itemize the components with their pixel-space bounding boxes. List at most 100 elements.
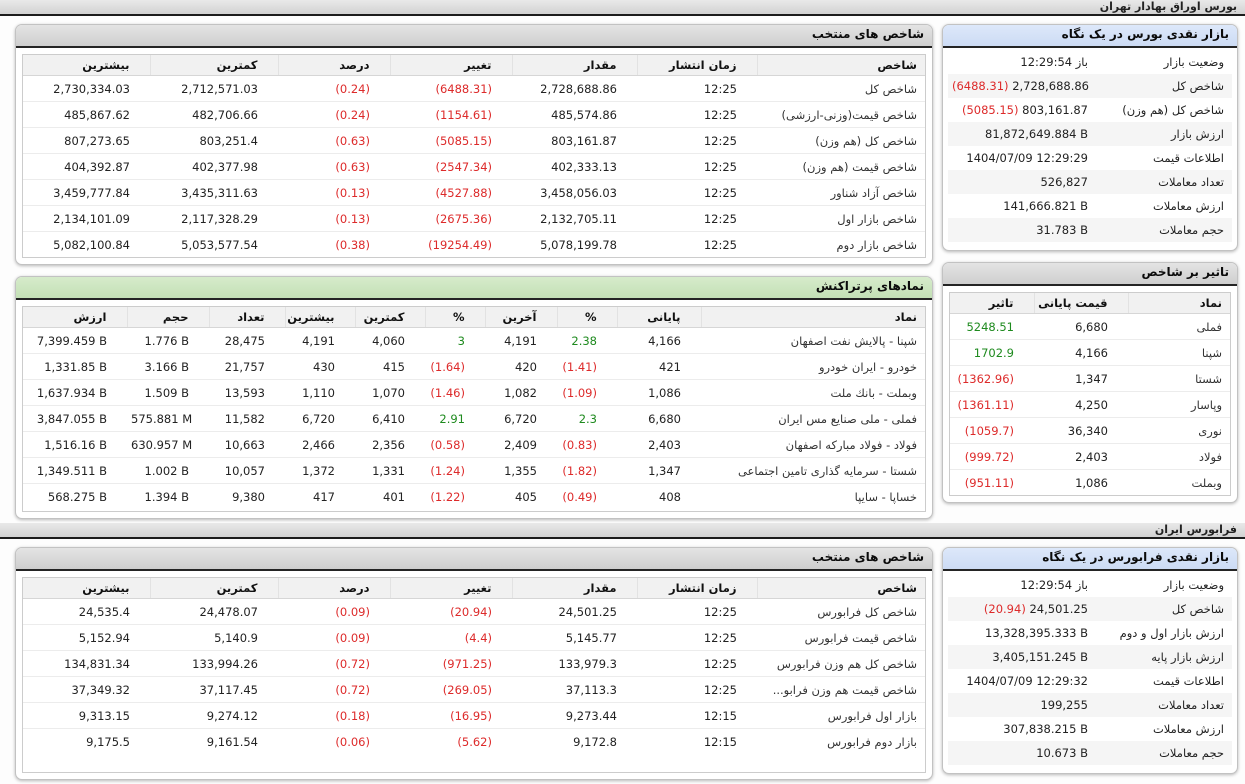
change-value: (20.94) bbox=[983, 602, 1030, 616]
summary-row: 10.673 B حجم معاملات bbox=[948, 741, 1232, 765]
table-row[interactable]: فولاد 2,403 (999.72) bbox=[950, 443, 1230, 470]
summary-value: 526,827 bbox=[948, 170, 1094, 194]
bourse-top-traded-table: نماد پایانی % آخرین % کمترین بیشترین تعد… bbox=[23, 307, 925, 509]
table-row[interactable]: بازار دوم فرابورس 12:15 9,172.8 (5.62) (0.06… bbox=[23, 728, 925, 754]
value-cell: 1,355 bbox=[485, 457, 557, 484]
table-row[interactable]: شاخص کل هم وزن فرابورس 12:25 133,979.3 (971… bbox=[23, 650, 925, 677]
value-cell: 12:25 bbox=[637, 624, 757, 651]
row-label-cell: شاخص آزاد شناور bbox=[757, 179, 925, 206]
column-header: زمان انتشار bbox=[636, 55, 757, 76]
summary-value: (5085.15) 803,161.87 bbox=[948, 98, 1094, 122]
value-cell: 9,175.5 bbox=[23, 728, 150, 754]
table-row[interactable]: شستا 1,347 (1362.96) bbox=[950, 365, 1230, 392]
summary-row: 13,328,395.333 B ارزش بازار اول و دوم bbox=[948, 621, 1232, 645]
value-cell: 485,574.86 bbox=[512, 101, 637, 128]
value-cell: 9,380 bbox=[209, 483, 285, 509]
table-row[interactable]: شاخص بازار دوم 12:25 5,078,199.78 (19254.49… bbox=[23, 231, 925, 257]
value-cell: 28,475 bbox=[224, 333, 265, 348]
value-cell: 12:25 bbox=[637, 676, 757, 703]
summary-value: 199,255 bbox=[948, 693, 1094, 717]
index-impact-table: نماد قیمت پایانی تاثیر فملی 6,680 5248.51 ش… bbox=[950, 293, 1230, 495]
table-row[interactable]: شستا - سرمایه گذاری تامین اجتماعی 1,347 (1… bbox=[23, 457, 925, 484]
farabourse-left-column: شاخص های منتخب شاخص زمان انتشار مقدار تغ… bbox=[15, 547, 933, 780]
value-cell: 6,720 bbox=[285, 405, 355, 432]
value-cell: 430 bbox=[285, 353, 355, 380]
table-row[interactable]: شپنا - پالایش نفت اصفهان 4,166 2.38 4,191 3 4… bbox=[23, 328, 925, 354]
summary-row: (20.94) 24,501.25 شاخص کل bbox=[948, 597, 1232, 621]
table-row[interactable]: شاخص آزاد شناور 12:25 3,458,056.03 (4527.88… bbox=[23, 179, 925, 206]
value-cell: 2,403 bbox=[617, 431, 701, 458]
table-row[interactable]: فولاد - فولاد مباركه اصفهان 2,403 (0.83) 2,… bbox=[23, 431, 925, 458]
value-cell: (971.25) bbox=[390, 650, 512, 677]
table-row[interactable]: شاخص کل (هم وزن) 12:25 803,161.87 (5085.15)… bbox=[23, 127, 925, 154]
summary-label: حجم معاملات bbox=[1159, 746, 1224, 760]
table-row[interactable]: خساپا - سایپا 408 (0.49) 405 (1.22) 401 417 9,3… bbox=[23, 483, 925, 509]
table-row[interactable]: شاخص قیمت هم وزن فرابو... 12:25 37,113.3 (2… bbox=[23, 676, 925, 703]
value-cell: 7,399.459 B bbox=[36, 333, 107, 348]
table-row[interactable]: نوری 36,340 (1059.7) bbox=[950, 417, 1230, 444]
value-cell: 6,720 bbox=[485, 405, 557, 432]
row-label-cell: فملی bbox=[1196, 319, 1222, 334]
table-row[interactable]: شاخص بازار اول 12:25 2,132,705.11 (2675.36)… bbox=[23, 205, 925, 232]
summary-list: باز 12:29:54 وضعیت بازار (6488.31) 2,728,6… bbox=[943, 48, 1237, 250]
bourse-content: شاخص های منتخب شاخص زمان انتشار مقدار تغ… bbox=[0, 16, 1245, 523]
value-cell: (0.24) bbox=[335, 81, 370, 96]
table-container: نماد قیمت پایانی تاثیر فملی 6,680 5248.51 ش… bbox=[949, 292, 1231, 496]
table-row[interactable]: شاخص کل 12:25 2,728,688.86 (6488.31) (0.24) 2… bbox=[23, 76, 925, 102]
main-value: 141,666.821 B bbox=[1003, 199, 1088, 213]
value-cell: (1.41) bbox=[557, 353, 617, 380]
table-row[interactable]: بازار اول فرابورس 12:15 9,273.44 (16.95) (0.… bbox=[23, 702, 925, 729]
table-row[interactable]: خودرو - ایران خودرو 421 (1.41) 420 (1.64) 415… bbox=[23, 353, 925, 380]
table-row[interactable]: شاخص قیمت فرابورس 12:25 5,145.77 (4.4) (0.09… bbox=[23, 624, 925, 651]
value-cell: (0.72) bbox=[278, 650, 390, 677]
table-row[interactable]: شپنا 4,166 1702.9 bbox=[950, 339, 1230, 366]
row-label-cell: فملی - ملی صنایع مس ایران bbox=[701, 405, 925, 432]
value-cell: (0.24) bbox=[278, 101, 390, 128]
bourse-section-header: بورس اوراق بهادار تهران bbox=[0, 0, 1245, 16]
bourse-selected-indices-table: شاخص زمان انتشار مقدار تغییر درصد کمترین… bbox=[23, 55, 925, 257]
row-label-cell: فولاد bbox=[1128, 443, 1230, 470]
value-cell: 1,331 bbox=[355, 457, 425, 484]
row-label-cell: شاخص قیمت (هم وزن) bbox=[757, 153, 925, 180]
value-cell: 12:25 bbox=[637, 650, 757, 677]
value-cell: 2,134,101.09 bbox=[23, 205, 150, 232]
row-label-cell: وپاسار bbox=[1128, 391, 1230, 418]
table-row[interactable]: وبملت - بانك ملت 1,086 (1.09) 1,082 (1.46) 1,… bbox=[23, 379, 925, 406]
value-cell: (16.95) bbox=[390, 702, 512, 729]
value-cell: 5,140.9 bbox=[150, 624, 278, 651]
column-header: تاثیر bbox=[950, 293, 1034, 314]
value-cell: 415 bbox=[355, 353, 425, 380]
table-row[interactable]: شاخص قیمت(وزنی-ارزشی) 12:25 485,574.86 (115… bbox=[23, 101, 925, 128]
value-cell: 2.38 bbox=[571, 333, 597, 348]
value-cell: 803,161.87 bbox=[512, 127, 637, 154]
summary-label: ارزش معاملات bbox=[1152, 722, 1224, 736]
row-label-cell: بازار اول فرابورس bbox=[757, 702, 925, 729]
value-cell: 3.166 B bbox=[127, 353, 209, 380]
value-cell: 402,377.98 bbox=[150, 153, 278, 180]
summary-row: 1404/07/09 12:29:29 اطلاعات قیمت bbox=[948, 146, 1232, 170]
table-row[interactable]: فملی 6,680 5248.51 bbox=[950, 314, 1230, 340]
column-header: مقدار bbox=[511, 578, 637, 599]
value-cell: 6,680 bbox=[1075, 319, 1108, 334]
panel-title: بازار نقدی بورس در یک نگاه bbox=[943, 25, 1237, 48]
value-cell: (5085.15) bbox=[390, 127, 512, 154]
table-row[interactable]: شاخص قیمت (هم وزن) 12:25 402,333.13 (2547.3… bbox=[23, 153, 925, 180]
value-cell: (5.62) bbox=[390, 728, 512, 754]
table-container: نماد پایانی % آخرین % کمترین بیشترین تعد… bbox=[22, 306, 926, 512]
table-row[interactable]: وبملت 1,086 (951.11) bbox=[950, 469, 1230, 495]
value-cell: (19254.49) bbox=[390, 231, 512, 257]
value-cell: (6488.31) bbox=[435, 81, 492, 96]
table-header-row: شاخص زمان انتشار مقدار تغییر درصد کمترین… bbox=[23, 578, 925, 599]
index-impact-panel: تاثیر بر شاخص نماد قیمت پایانی تاثیر فمل… bbox=[942, 262, 1238, 503]
summary-label: ارزش بازار پایه bbox=[1151, 650, 1224, 664]
value-cell: 24,478.07 bbox=[199, 604, 258, 619]
table-row[interactable]: فملی - ملی صنایع مس ایران 6,680 2.3 6,720 2.… bbox=[23, 405, 925, 432]
value-cell: 1,110 bbox=[285, 379, 355, 406]
table-row[interactable]: وپاسار 4,250 (1361.11) bbox=[950, 391, 1230, 418]
row-label-cell: شپنا - پالایش نفت اصفهان bbox=[790, 333, 917, 348]
value-cell: 37,117.45 bbox=[150, 676, 278, 703]
table-row[interactable]: شاخص کل فرابورس 12:25 24,501.25 (20.94) (0.0… bbox=[23, 599, 925, 625]
value-cell: 2,132,705.11 bbox=[512, 205, 637, 232]
table-container: شاخص زمان انتشار مقدار تغییر درصد کمترین… bbox=[22, 577, 926, 773]
value-cell: (1.22) bbox=[425, 483, 485, 509]
